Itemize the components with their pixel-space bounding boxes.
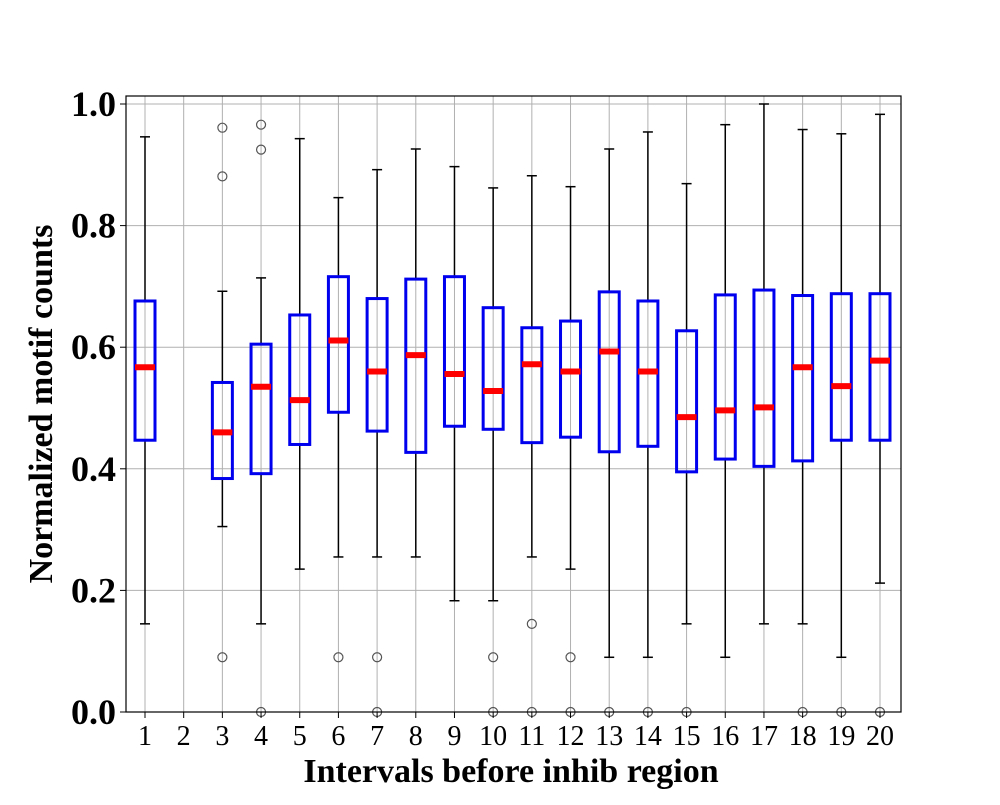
- box-layer: [133, 103, 892, 718]
- box-group-5: [288, 137, 312, 570]
- iqr-box: [597, 290, 621, 454]
- tick-layer: 0.00.20.40.60.81.01 2 3 4 5 6 7 8 9 10 11 12 13 14 15 1…: [71, 84, 894, 752]
- y-tick-label: 0.4: [71, 449, 116, 489]
- box-group-12: [559, 185, 583, 718]
- box-group-16: [713, 123, 737, 659]
- x-tick-label: 3: [215, 721, 229, 752]
- box-group-6: [326, 196, 350, 663]
- box-group-14: [636, 131, 660, 718]
- x-tick-label: 1: [138, 721, 152, 752]
- box-group-8: [404, 148, 428, 558]
- iqr-box: [752, 288, 776, 468]
- outlier-point: [217, 122, 228, 133]
- x-tick-label: 11: [518, 721, 545, 752]
- box-group-18: [791, 128, 815, 718]
- y-tick-label: 1.0: [71, 84, 116, 124]
- outlier-point: [526, 618, 537, 629]
- box-group-11: [520, 174, 544, 718]
- box-group-3: [210, 122, 234, 663]
- box-group-9: [442, 165, 466, 602]
- x-tick-label: 18: [789, 721, 817, 752]
- box-group-4: [249, 119, 273, 718]
- x-tick-label: 2: [177, 721, 191, 752]
- box-group-19: [829, 133, 853, 718]
- x-tick-label: 13: [595, 721, 623, 752]
- iqr-box: [249, 342, 273, 476]
- y-tick-label: 0.6: [71, 327, 116, 367]
- y-axis-label: Normalized motif counts: [23, 225, 60, 584]
- outlier-point: [255, 144, 267, 155]
- x-tick-label: 4: [254, 721, 268, 752]
- x-axis-label: Intervals before inhib region: [303, 753, 718, 790]
- outlier-point: [488, 652, 499, 663]
- iqr-box: [365, 297, 389, 433]
- iqr-box: [829, 292, 853, 442]
- iqr-box: [520, 326, 544, 445]
- outlier-point: [217, 652, 228, 663]
- iqr-box: [133, 299, 157, 442]
- x-tick-label: 20: [866, 721, 894, 752]
- outlier-point: [565, 652, 576, 663]
- iqr-box: [559, 319, 583, 439]
- box-group-1: [133, 136, 157, 625]
- y-tick-label: 0.0: [71, 692, 116, 732]
- iqr-box: [288, 313, 312, 446]
- outlier-point: [333, 652, 344, 663]
- x-tick-label: 5: [293, 721, 307, 752]
- x-tick-label: 17: [750, 721, 778, 752]
- iqr-box: [404, 277, 428, 454]
- outlier-point: [372, 652, 383, 663]
- x-tick-label: 8: [409, 721, 423, 752]
- iqr-box: [791, 294, 815, 463]
- iqr-box: [675, 329, 699, 474]
- plot-frame: [125, 95, 902, 713]
- y-tick-label: 0.2: [71, 570, 116, 610]
- x-tick-label: 16: [711, 721, 739, 752]
- y-tick-label: 0.8: [71, 206, 116, 246]
- outlier-point: [217, 171, 228, 182]
- box-group-20: [868, 113, 892, 718]
- x-tick-label: 7: [370, 721, 384, 752]
- x-tick-label: 6: [331, 721, 345, 752]
- iqr-box: [326, 275, 350, 414]
- x-tick-label: 12: [557, 721, 585, 752]
- box-group-10: [481, 187, 505, 718]
- x-tick-label: 14: [634, 721, 662, 752]
- iqr-box: [713, 293, 737, 461]
- box-group-17: [752, 103, 776, 625]
- iqr-box: [481, 306, 505, 431]
- outlier-point: [255, 119, 267, 130]
- x-tick-label: 15: [673, 721, 701, 752]
- grid-layer: [126, 96, 901, 713]
- x-tick-label: 10: [479, 721, 507, 752]
- x-tick-label: 9: [447, 721, 461, 752]
- iqr-box: [442, 275, 466, 428]
- iqr-box: [868, 292, 892, 442]
- x-tick-label: 19: [827, 721, 855, 752]
